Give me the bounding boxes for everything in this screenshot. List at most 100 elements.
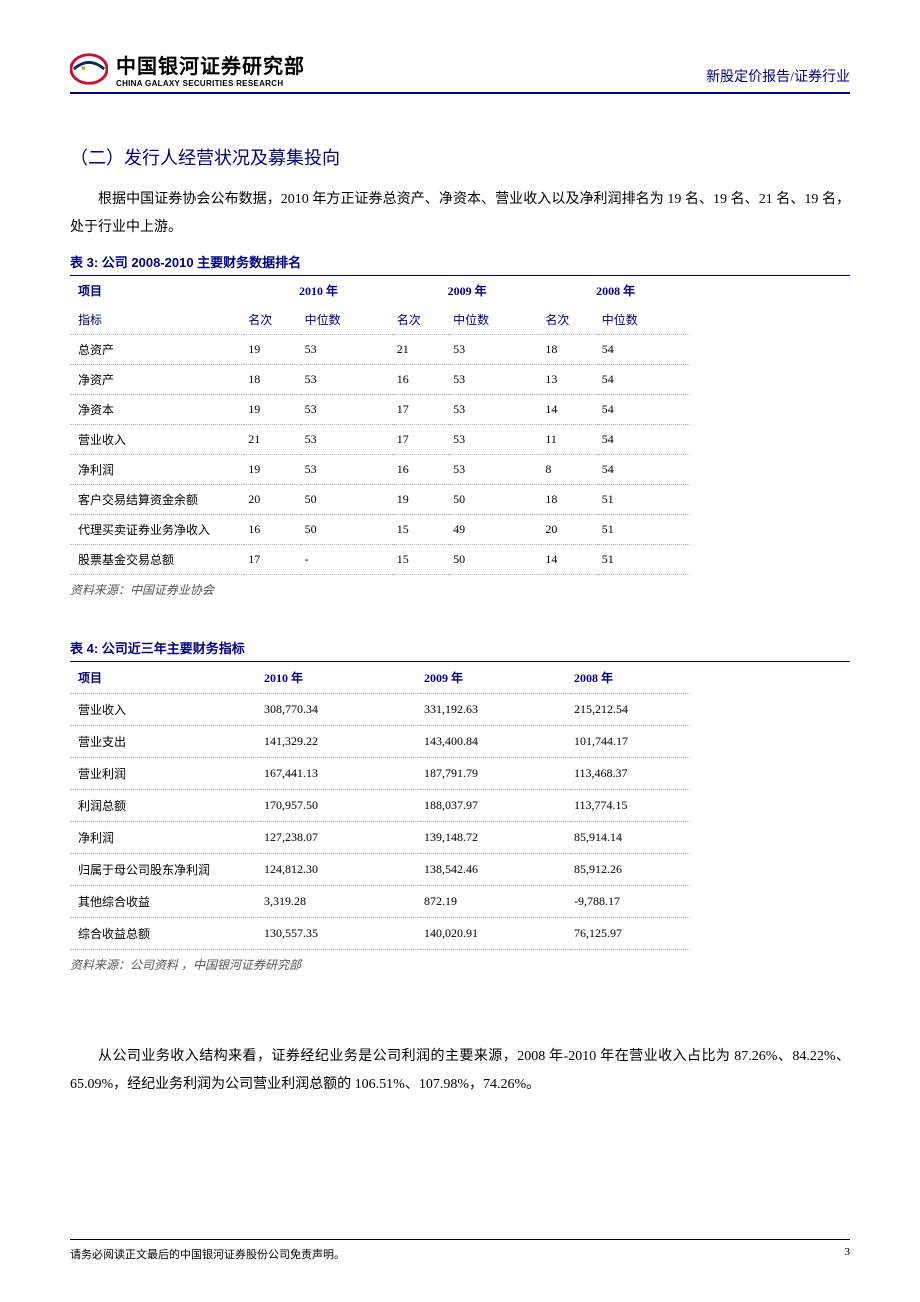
cell-value: 143,400.84 bbox=[420, 726, 570, 758]
cell-value: 17 bbox=[393, 395, 449, 425]
table3-col-metric: 指标 bbox=[70, 305, 244, 335]
row-item: 营业利润 bbox=[70, 758, 260, 790]
table3-source: 资料来源：中国证券业协会 bbox=[70, 581, 850, 598]
table4-col-item: 项目 bbox=[70, 662, 260, 694]
cell-value: 141,329.22 bbox=[260, 726, 420, 758]
row-item: 净利润 bbox=[70, 822, 260, 854]
logo-text-cn: 中国银河证券研究部 bbox=[116, 50, 305, 79]
cell-value: 53 bbox=[449, 365, 541, 395]
table-row: 净资本195317531454 bbox=[70, 395, 690, 425]
table3-sub-median: 中位数 bbox=[598, 305, 690, 335]
cell-value: 16 bbox=[393, 455, 449, 485]
table-row: 综合收益总额130,557.35140,020.9176,125.97 bbox=[70, 918, 690, 950]
row-item: 代理买卖证券业务净收入 bbox=[70, 515, 244, 545]
cell-value: 8 bbox=[541, 455, 597, 485]
cell-value: 101,744.17 bbox=[570, 726, 690, 758]
cell-value: 53 bbox=[301, 395, 393, 425]
cell-value: 16 bbox=[393, 365, 449, 395]
cell-value: 53 bbox=[301, 335, 393, 365]
cell-value: 127,238.07 bbox=[260, 822, 420, 854]
page-header: 中国银河证券研究部 CHINA GALAXY SECURITIES RESEAR… bbox=[70, 50, 850, 94]
cell-value: 3,319.28 bbox=[260, 886, 420, 918]
table-row: 客户交易结算资金余额205019501851 bbox=[70, 485, 690, 515]
cell-value: 21 bbox=[244, 425, 300, 455]
cell-value: 18 bbox=[244, 365, 300, 395]
cell-value: 124,812.30 bbox=[260, 854, 420, 886]
logo-text-en: CHINA GALAXY SECURITIES RESEARCH bbox=[116, 79, 305, 88]
cell-value: 15 bbox=[393, 545, 449, 575]
cell-value: 13 bbox=[541, 365, 597, 395]
cell-value: 51 bbox=[598, 485, 690, 515]
galaxy-logo-icon bbox=[70, 50, 108, 88]
row-item: 营业收入 bbox=[70, 694, 260, 726]
table4-year-2008: 2008 年 bbox=[570, 662, 690, 694]
cell-value: 11 bbox=[541, 425, 597, 455]
cell-value: 215,212.54 bbox=[570, 694, 690, 726]
cell-value: 54 bbox=[598, 395, 690, 425]
table-row: 营业支出141,329.22143,400.84101,744.17 bbox=[70, 726, 690, 758]
cell-value: -9,788.17 bbox=[570, 886, 690, 918]
cell-value: 19 bbox=[244, 395, 300, 425]
cell-value: 16 bbox=[244, 515, 300, 545]
section-heading: （二）发行人经营状况及募集投向 bbox=[70, 144, 850, 170]
cell-value: 130,557.35 bbox=[260, 918, 420, 950]
cell-value: 187,791.79 bbox=[420, 758, 570, 790]
footer-disclaimer: 请务必阅读正文最后的中国银河证券股份公司免责声明。 bbox=[70, 1246, 345, 1262]
page-footer: 请务必阅读正文最后的中国银河证券股份公司免责声明。 3 bbox=[70, 1239, 850, 1262]
cell-value: 50 bbox=[449, 485, 541, 515]
cell-value: 14 bbox=[541, 395, 597, 425]
table4-source: 资料来源：公司资料 ，中国银河证券研究部 bbox=[70, 956, 850, 973]
table4-year-2010: 2010 年 bbox=[260, 662, 420, 694]
cell-value: 53 bbox=[449, 335, 541, 365]
cell-value: 53 bbox=[301, 455, 393, 485]
table3-year-2008: 2008 年 bbox=[541, 276, 690, 305]
table3-sub-median: 中位数 bbox=[449, 305, 541, 335]
table3-year-2010: 2010 年 bbox=[244, 276, 393, 305]
row-item: 营业支出 bbox=[70, 726, 260, 758]
cell-value: 19 bbox=[244, 455, 300, 485]
table-row: 总资产195321531854 bbox=[70, 335, 690, 365]
cell-value: 188,037.97 bbox=[420, 790, 570, 822]
cell-value: 113,774.15 bbox=[570, 790, 690, 822]
closing-paragraph: 从公司业务收入结构来看，证券经纪业务是公司利润的主要来源，2008 年-2010… bbox=[70, 1043, 850, 1099]
cell-value: 50 bbox=[301, 515, 393, 545]
cell-value: 167,441.13 bbox=[260, 758, 420, 790]
table-row: 归属于母公司股东净利润124,812.30138,542.4685,912.26 bbox=[70, 854, 690, 886]
page-number: 3 bbox=[845, 1246, 851, 1262]
cell-value: 113,468.37 bbox=[570, 758, 690, 790]
cell-value: 51 bbox=[598, 545, 690, 575]
table-row: 其他综合收益3,319.28872.19-9,788.17 bbox=[70, 886, 690, 918]
table-row: 净利润19531653854 bbox=[70, 455, 690, 485]
cell-value: 20 bbox=[244, 485, 300, 515]
table-row: 净利润127,238.07139,148.7285,914.14 bbox=[70, 822, 690, 854]
cell-value: 170,957.50 bbox=[260, 790, 420, 822]
cell-value: 19 bbox=[244, 335, 300, 365]
table-row: 营业利润167,441.13187,791.79113,468.37 bbox=[70, 758, 690, 790]
cell-value: 15 bbox=[393, 515, 449, 545]
cell-value: 140,020.91 bbox=[420, 918, 570, 950]
table4-year-2009: 2009 年 bbox=[420, 662, 570, 694]
cell-value: 49 bbox=[449, 515, 541, 545]
cell-value: - bbox=[301, 545, 393, 575]
cell-value: 308,770.34 bbox=[260, 694, 420, 726]
logo-block: 中国银河证券研究部 CHINA GALAXY SECURITIES RESEAR… bbox=[70, 50, 305, 88]
row-item: 总资产 bbox=[70, 335, 244, 365]
table-row: 营业收入308,770.34331,192.63215,212.54 bbox=[70, 694, 690, 726]
cell-value: 872.19 bbox=[420, 886, 570, 918]
cell-value: 17 bbox=[393, 425, 449, 455]
row-item: 净资本 bbox=[70, 395, 244, 425]
cell-value: 54 bbox=[598, 425, 690, 455]
intro-paragraph: 根据中国证券协会公布数据，2010 年方正证券总资产、净资本、营业收入以及净利润… bbox=[70, 186, 850, 242]
table3-col-item: 项目 bbox=[70, 276, 244, 305]
cell-value: 20 bbox=[541, 515, 597, 545]
cell-value: 331,192.63 bbox=[420, 694, 570, 726]
cell-value: 14 bbox=[541, 545, 597, 575]
table-row: 净资产185316531354 bbox=[70, 365, 690, 395]
cell-value: 19 bbox=[393, 485, 449, 515]
table-row: 营业收入215317531154 bbox=[70, 425, 690, 455]
table3-sub-rank: 名次 bbox=[393, 305, 449, 335]
row-item: 净资产 bbox=[70, 365, 244, 395]
cell-value: 18 bbox=[541, 485, 597, 515]
cell-value: 18 bbox=[541, 335, 597, 365]
cell-value: 53 bbox=[301, 425, 393, 455]
